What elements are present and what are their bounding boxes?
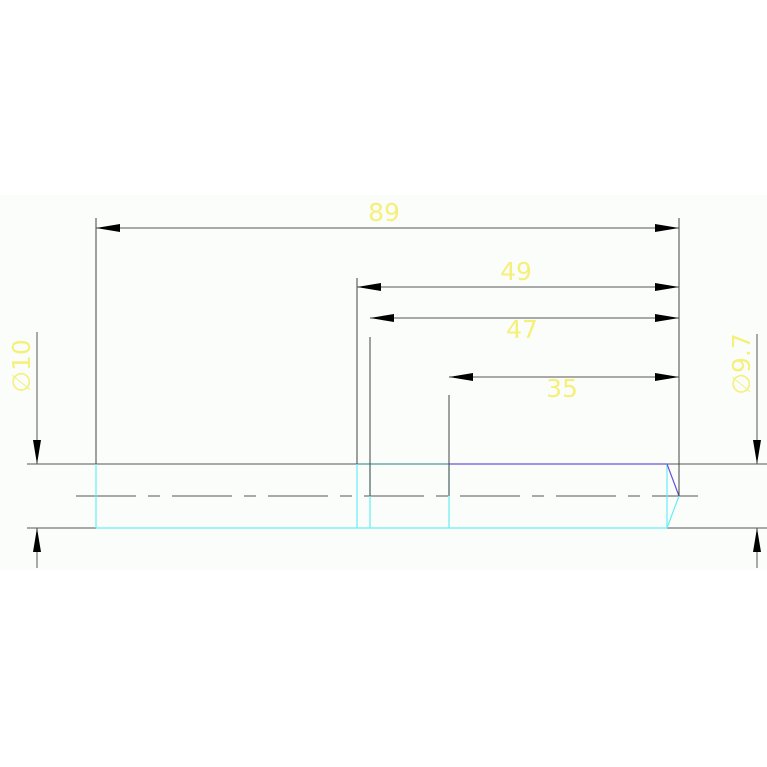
extension-lines	[95, 218, 680, 496]
dim-text-dia-9-7: ∅9.7	[727, 333, 756, 395]
dim-text-89: 89	[368, 198, 400, 227]
dim-text-47: 47	[506, 315, 538, 344]
dim-text-35: 35	[546, 374, 578, 403]
dim-text-dia-10: ∅10	[7, 339, 36, 393]
dim-text-49: 49	[500, 257, 532, 286]
drawing-area	[0, 195, 767, 570]
